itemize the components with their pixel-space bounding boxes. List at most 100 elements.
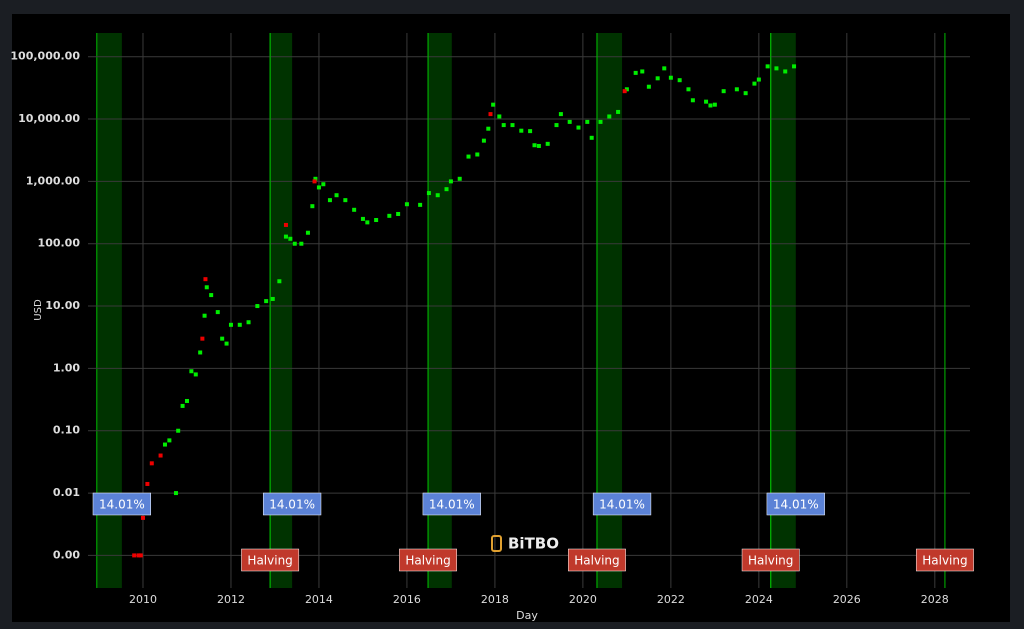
data-point xyxy=(343,198,348,203)
data-point xyxy=(189,369,194,374)
y-tick-label: 100,000.00 xyxy=(10,50,80,63)
halving-label: Halving xyxy=(399,548,457,572)
data-point xyxy=(396,211,401,216)
data-point xyxy=(204,285,209,290)
band-label-text: 14.01% xyxy=(99,498,145,512)
data-point xyxy=(677,78,682,83)
data-point xyxy=(149,461,154,466)
data-point xyxy=(270,296,275,301)
halving-label-text: Halving xyxy=(748,554,793,568)
data-point xyxy=(180,403,185,408)
data-point xyxy=(457,176,462,181)
data-point xyxy=(220,336,225,341)
y-tick-label: 0.01 xyxy=(53,486,80,499)
x-tick-label: 2020 xyxy=(569,593,597,606)
data-point xyxy=(404,202,409,207)
data-point xyxy=(140,515,145,520)
data-point xyxy=(756,77,761,82)
y-tick-label: 10.00 xyxy=(45,299,80,312)
data-point xyxy=(184,398,189,403)
halving-label-box xyxy=(915,548,974,572)
data-point xyxy=(662,66,667,71)
data-point xyxy=(360,216,365,221)
data-point xyxy=(554,123,559,128)
halving-label-box xyxy=(741,548,800,572)
band-label: 14.01% xyxy=(766,492,825,516)
halving-label-text: Halving xyxy=(922,554,967,568)
y-tick-label: 100.00 xyxy=(38,237,81,250)
data-point xyxy=(734,87,739,92)
data-point xyxy=(224,341,229,346)
band-label: 14.01% xyxy=(92,492,152,516)
data-point xyxy=(283,234,288,239)
y-tick-label: 1,000.00 xyxy=(26,174,81,187)
halving-band xyxy=(270,33,293,588)
band-label-text: 14.01% xyxy=(599,498,645,512)
band-label: 14.01% xyxy=(592,492,652,516)
watermark: BiTBO xyxy=(508,535,559,553)
data-point xyxy=(418,202,423,207)
data-point xyxy=(173,491,178,496)
x-tick-label: 2012 xyxy=(217,593,245,606)
x-tick-label: 2016 xyxy=(393,593,421,606)
data-point xyxy=(426,191,431,196)
data-point xyxy=(616,109,621,114)
data-point xyxy=(255,304,260,309)
data-point xyxy=(313,176,318,181)
data-point xyxy=(158,453,163,458)
data-point xyxy=(585,119,590,124)
watermark-icon xyxy=(491,535,502,552)
data-point xyxy=(466,154,471,159)
data-point xyxy=(310,204,315,209)
data-point xyxy=(162,442,167,447)
y-tick-label: 10,000.00 xyxy=(18,112,80,125)
data-point xyxy=(532,143,537,148)
band-label-box xyxy=(592,492,652,516)
data-point xyxy=(497,114,502,119)
halving-label: Halving xyxy=(241,548,300,572)
data-point xyxy=(305,230,310,235)
halving-label-box xyxy=(241,548,300,572)
data-point xyxy=(283,222,288,227)
data-point xyxy=(704,99,709,104)
data-point xyxy=(167,438,172,443)
data-point xyxy=(200,336,205,341)
data-point xyxy=(486,126,491,131)
halving-label: Halving xyxy=(568,548,626,572)
halving-label-text: Halving xyxy=(574,554,619,568)
data-point xyxy=(334,193,339,198)
y-tick-label: 0.00 xyxy=(53,548,80,561)
x-tick-label: 2024 xyxy=(745,593,773,606)
data-point xyxy=(640,69,645,74)
data-point xyxy=(246,320,251,325)
data-point xyxy=(624,87,629,92)
data-point xyxy=(209,293,214,298)
data-point xyxy=(193,372,198,377)
data-point xyxy=(536,143,541,148)
data-point xyxy=(765,64,770,69)
data-point xyxy=(743,91,748,96)
halving-label: Halving xyxy=(915,548,974,572)
panel xyxy=(12,14,1010,622)
data-point xyxy=(277,279,282,284)
data-point xyxy=(374,218,379,223)
data-point xyxy=(237,322,242,327)
data-point xyxy=(299,241,304,246)
data-point xyxy=(633,70,638,75)
data-point xyxy=(203,277,208,282)
band-label-text: 14.01% xyxy=(269,498,315,512)
data-point xyxy=(448,179,453,184)
x-tick-label: 2028 xyxy=(921,593,949,606)
band-label: 14.01% xyxy=(422,492,481,516)
halving-label-text: Halving xyxy=(405,554,450,568)
band-label-box xyxy=(422,492,481,516)
data-point xyxy=(491,102,496,107)
halving-label: Halving xyxy=(741,548,800,572)
data-point xyxy=(198,350,203,355)
data-point xyxy=(774,66,779,71)
data-point xyxy=(783,69,788,74)
band-label-text: 14.01% xyxy=(429,498,475,512)
data-point xyxy=(567,119,572,124)
band-label-box xyxy=(766,492,825,516)
